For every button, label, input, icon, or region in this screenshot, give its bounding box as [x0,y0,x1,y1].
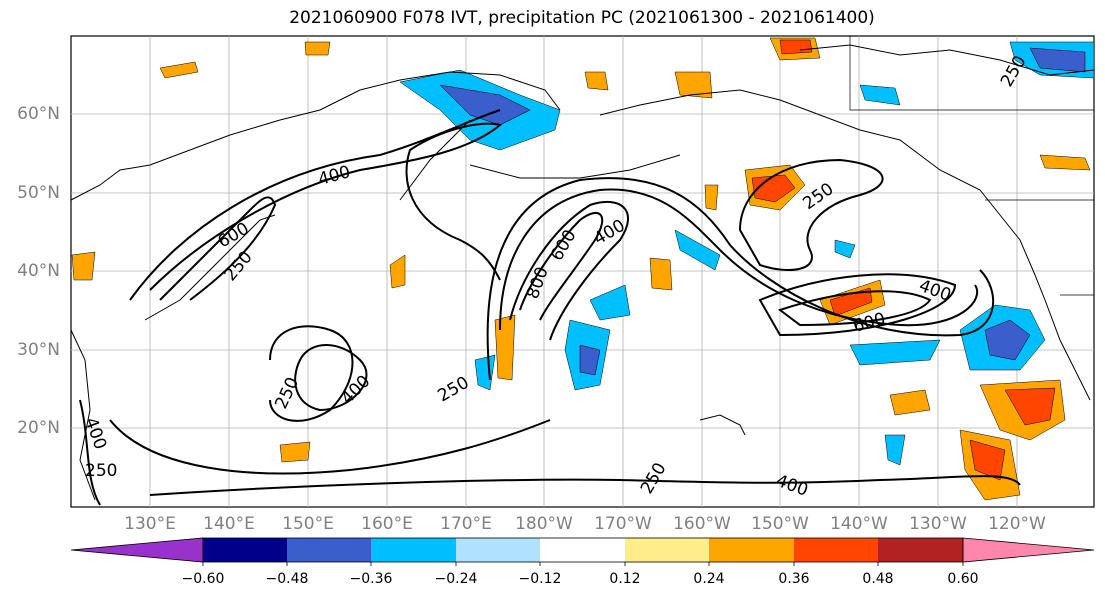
precip-positive-canada [1039,154,1091,171]
asia-coast [70,71,561,201]
colorbar-bin [540,538,625,562]
precip-positive-arctic-core [779,39,813,55]
japan [144,214,276,321]
ivt-contour-600-east [777,290,932,327]
colorbar-tick-label: −0.12 [518,571,562,587]
ivt-contour-250-southeast [149,475,1021,496]
colorbar-tick-label: 0.12 [609,571,641,587]
precip-positive-alaska [674,71,713,99]
colorbar-tick-label: 0.36 [778,571,810,587]
ivt-contour-800-loop [519,211,604,321]
na-west-coast [999,214,1091,401]
ivt-contour-400-east [758,273,957,337]
colorbar-tick-label: 0.48 [862,571,894,587]
precip-positive-fil [494,314,516,381]
precip-negative-bering-core [439,84,531,126]
kamchatka [399,119,471,201]
colorbar-bin [287,538,371,562]
precip-negative-south [884,434,906,466]
lon-label: 180°W [515,514,573,534]
precip-positive-west2 [304,41,331,56]
colorbar-tick-label: −0.60 [181,571,225,587]
colorbar-frame [202,537,964,563]
coastlines [70,44,1095,501]
ivt-contours [79,109,1021,506]
precip-negative-mid [674,229,721,271]
precip-positive-hawaii-nw [889,389,931,416]
precip-positive-left2 [71,251,96,281]
lon-label: 120°W [988,514,1046,534]
lon-label: 170°E [440,514,492,534]
precip-negative-east [849,339,941,366]
lon-label: 150°W [751,514,809,534]
lat-label: 20°N [17,418,60,438]
colorbar-bin [794,538,878,562]
colorbar-tick-label: −0.48 [265,571,309,587]
colorbar-bin [203,538,287,562]
colorbar-bin [625,538,709,562]
colorbar [70,537,1095,566]
lat-label: 50°N [17,183,60,203]
precip-negative-box [834,239,856,259]
lat-label: 30°N [17,340,60,360]
map-frame [70,35,1095,508]
lon-label: 130°W [909,514,967,534]
precip-positive-hawaii-ne-core [1004,387,1056,426]
ivt-contour-600-loop [509,200,630,341]
contour-label: 250 [85,461,117,481]
ivt-contour-250-main [486,177,994,381]
precip-negative-westcoast-core [984,319,1031,361]
ivt-contour-600-west [159,196,277,301]
colorbar-bin [371,538,456,562]
precip-negative-central2-core [579,344,601,376]
lon-label: 130°E [124,514,176,534]
lon-label: 170°W [594,514,652,534]
alaska-border [849,36,1094,111]
precip-negative-north [859,84,901,106]
hawaii [699,414,746,436]
aleutians [469,154,681,179]
ivt-contour-250-south [109,419,551,475]
lon-label: 160°W [673,514,731,534]
ivt-contour-250-north [129,109,501,301]
colorbar-tick-label: 0.60 [947,571,979,587]
precip-positive-south-east-core [969,439,1006,481]
map-title: 2021060900 F078 IVT, precipitation PC (2… [289,8,875,28]
precip-positive-alaska2 [584,71,609,91]
colorbar-bin [456,538,540,562]
lon-label: 140°W [830,514,888,534]
precip-positive-gulf-core [751,174,796,203]
ivt-contour-400-west [294,344,368,412]
colorbar-tick-label: 0.24 [693,571,725,587]
lon-label: 160°E [361,514,413,534]
precip-positive-china [389,254,406,289]
precip-shading [399,41,1095,466]
lat-label: 60°N [17,104,60,124]
colorbar-tick-label: −0.36 [349,571,393,587]
asia-south-coast [70,329,96,501]
ivt-contour-400-main [499,188,978,331]
colorbar-bin [878,538,963,562]
precip-positive-mid [704,184,719,211]
colorbar-ticks [202,562,964,566]
colorbar-extend-high [962,537,1095,563]
precip-positive-central [649,257,673,291]
ivt-contour-400-southwest [79,399,101,506]
alaska-coast [599,89,1001,216]
lat-label: 40°N [17,261,60,281]
ivt-contour-250-west [269,325,354,422]
precip-negative-central [589,284,631,321]
lon-label: 140°E [203,514,255,534]
precip-positive-west [279,441,311,463]
colorbar-bin [709,538,794,562]
colorbar-tick-label: −0.24 [434,571,478,587]
colorbar-extend-low [70,537,204,563]
precip-positive-kam [159,61,199,79]
lon-label: 150°E [282,514,334,534]
borders [849,36,1094,296]
ivt-contour-250-gulf [738,158,884,271]
ivt-contour-400-north [149,122,503,291]
precip-negative-alaska-ne-core [1029,47,1086,73]
